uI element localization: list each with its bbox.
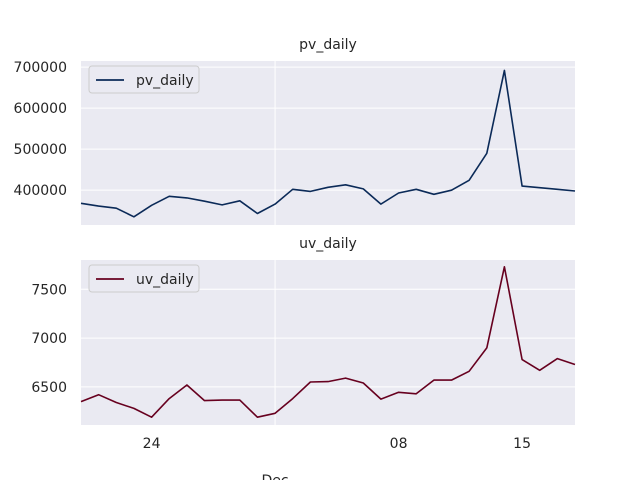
legend: pv_daily [88,65,200,94]
series-line-uv_daily [80,265,576,419]
y-tick-label: 600000 [14,101,67,117]
x-tick-label: 24 [143,436,161,452]
series-line-pv_daily [80,69,576,218]
y-tick-label: 6500 [31,380,67,396]
legend: uv_daily [88,264,200,293]
x-axis-label: Dec [262,473,289,480]
x-tick-label: 08 [390,436,408,452]
chart-title: uv_daily [299,236,357,252]
y-tick-label: 7000 [31,331,67,347]
x-tick-label: 15 [513,436,531,452]
legend-frame [88,264,200,293]
legend-frame [88,65,200,94]
legend-label: pv_daily [136,73,194,89]
legend-label: uv_daily [136,272,194,288]
y-tick-label: 400000 [14,183,67,199]
y-tick-label: 7500 [31,282,67,298]
y-tick-label: 500000 [14,142,67,158]
y-tick-label: 700000 [14,60,67,76]
chart-title: pv_daily [299,37,357,53]
